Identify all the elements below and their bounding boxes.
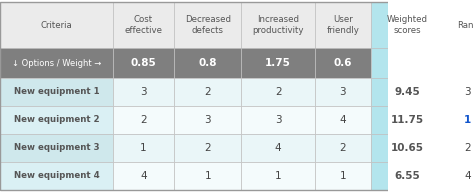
Text: 0.85: 0.85 bbox=[131, 58, 156, 68]
Bar bbox=[315, 78, 371, 106]
Bar bbox=[174, 134, 241, 162]
Bar bbox=[444, 106, 474, 134]
Bar bbox=[444, 134, 474, 162]
Text: 3: 3 bbox=[339, 87, 346, 97]
Text: 4: 4 bbox=[140, 171, 147, 181]
Bar bbox=[0, 162, 113, 190]
Bar bbox=[0, 2, 113, 48]
Text: New equipment 3: New equipment 3 bbox=[14, 143, 99, 152]
Bar bbox=[113, 134, 174, 162]
Bar bbox=[444, 78, 474, 106]
Bar bbox=[315, 134, 371, 162]
Text: 0.6: 0.6 bbox=[333, 58, 352, 68]
Bar bbox=[174, 162, 241, 190]
Bar bbox=[113, 78, 174, 106]
Text: 2: 2 bbox=[204, 87, 211, 97]
Bar bbox=[371, 134, 444, 162]
Text: Decreased
defects: Decreased defects bbox=[185, 15, 231, 35]
Bar bbox=[444, 162, 474, 190]
Text: 1: 1 bbox=[464, 115, 471, 125]
Text: Criteria: Criteria bbox=[41, 21, 73, 30]
Text: Weighted
scores: Weighted scores bbox=[387, 15, 428, 35]
Text: ↓ Options / Weight →: ↓ Options / Weight → bbox=[12, 59, 101, 68]
Text: User
friendly: User friendly bbox=[326, 15, 359, 35]
Text: Increased
productivity: Increased productivity bbox=[252, 15, 304, 35]
Bar bbox=[174, 78, 241, 106]
Text: Cost
effective: Cost effective bbox=[125, 15, 163, 35]
Bar bbox=[0, 106, 113, 134]
Bar bbox=[444, 48, 474, 78]
Bar bbox=[315, 2, 371, 48]
Bar bbox=[371, 78, 444, 106]
Text: 2: 2 bbox=[275, 87, 282, 97]
Bar bbox=[371, 48, 444, 78]
Bar bbox=[315, 106, 371, 134]
Text: 1: 1 bbox=[339, 171, 346, 181]
Bar bbox=[113, 162, 174, 190]
Text: 2: 2 bbox=[464, 143, 471, 153]
Text: New equipment 1: New equipment 1 bbox=[14, 88, 99, 97]
Bar bbox=[315, 48, 371, 78]
Bar bbox=[241, 106, 315, 134]
Text: Rank: Rank bbox=[456, 21, 474, 30]
Text: 4: 4 bbox=[464, 171, 471, 181]
Bar bbox=[113, 48, 174, 78]
Text: 9.45: 9.45 bbox=[394, 87, 420, 97]
Bar bbox=[444, 2, 474, 48]
Text: 11.75: 11.75 bbox=[391, 115, 424, 125]
Text: New equipment 2: New equipment 2 bbox=[14, 116, 99, 124]
Text: 4: 4 bbox=[339, 115, 346, 125]
Bar bbox=[174, 48, 241, 78]
Bar bbox=[371, 162, 444, 190]
Text: 1: 1 bbox=[275, 171, 282, 181]
Bar bbox=[241, 78, 315, 106]
Text: 3: 3 bbox=[275, 115, 282, 125]
Bar bbox=[0, 78, 113, 106]
Text: 4: 4 bbox=[275, 143, 282, 153]
Text: 2: 2 bbox=[140, 115, 147, 125]
Bar bbox=[315, 162, 371, 190]
Bar bbox=[241, 134, 315, 162]
Text: 3: 3 bbox=[464, 87, 471, 97]
Text: 1.75: 1.75 bbox=[265, 58, 291, 68]
Bar bbox=[113, 106, 174, 134]
Bar bbox=[241, 162, 315, 190]
Bar bbox=[113, 2, 174, 48]
Bar bbox=[0, 134, 113, 162]
Text: 6.55: 6.55 bbox=[394, 171, 420, 181]
Text: 1: 1 bbox=[140, 143, 147, 153]
Text: 10.65: 10.65 bbox=[391, 143, 424, 153]
Bar bbox=[371, 2, 444, 48]
Bar bbox=[174, 106, 241, 134]
Text: 1: 1 bbox=[204, 171, 211, 181]
Bar bbox=[174, 2, 241, 48]
Text: 2: 2 bbox=[339, 143, 346, 153]
Bar bbox=[241, 2, 315, 48]
Text: New equipment 4: New equipment 4 bbox=[14, 171, 100, 180]
Bar bbox=[371, 106, 444, 134]
Text: 3: 3 bbox=[140, 87, 147, 97]
Text: 3: 3 bbox=[204, 115, 211, 125]
Text: 2: 2 bbox=[204, 143, 211, 153]
Text: 0.8: 0.8 bbox=[199, 58, 217, 68]
Bar bbox=[0, 48, 113, 78]
Bar bbox=[241, 48, 315, 78]
